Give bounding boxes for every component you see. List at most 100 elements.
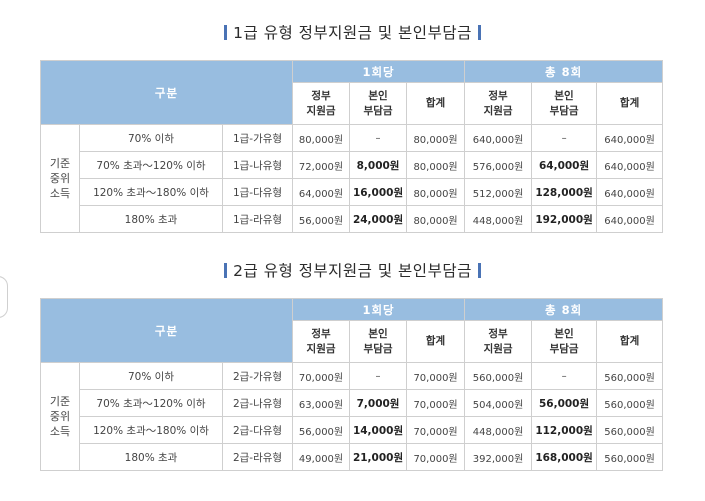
grade-type: 1급-라유형 [221, 205, 294, 233]
gov-amount: 56,000원 [292, 205, 351, 233]
self-amount: 21,000원 [349, 443, 408, 471]
header-sum: 합계 [406, 82, 466, 125]
gov-amount: 63,000원 [292, 389, 351, 417]
header-total-gov-support: 정부 지원금 [464, 82, 533, 125]
header-total-gov-support: 정부 지원금 [464, 320, 533, 363]
self-amount: 14,000원 [349, 416, 408, 444]
grade-type: 2급-라유형 [221, 443, 294, 471]
table-row: 70% 초과～120% 이하 2급-나유형 63,000원 7,000원 70,… [41, 389, 664, 417]
section-title-text: 2급 유형 정부지원금 및 본인부담금 [233, 262, 472, 280]
gov-amount: 72,000원 [292, 151, 351, 179]
gov-amount: 80,000원 [292, 124, 351, 152]
grade-type: 2급-나유형 [221, 389, 294, 417]
fee-table-grade2: 구분 1회당 총 8회 정부 지원금 본인 부담금 합계 정부 지원금 본인 부담금 합… [39, 298, 664, 471]
header-self-pay: 본인 부담금 [349, 82, 408, 125]
table-row: 180% 초과 1급-라유형 56,000원 24,000원 80,000원 4… [41, 205, 664, 233]
income-condition: 70% 이하 [79, 124, 223, 152]
income-condition: 120% 초과～180% 이하 [79, 178, 223, 206]
total-gov-amount: 640,000원 [464, 124, 533, 152]
income-condition: 180% 초과 [79, 443, 223, 471]
sum-amount: 80,000원 [406, 124, 466, 152]
fee-table-grade1: 구분 1회당 총 8회 정부 지원금 본인 부담금 합계 정부 지원금 본인 부담금 합… [39, 60, 664, 233]
header-per-session: 1회당 [292, 298, 466, 321]
sum-amount: 70,000원 [406, 416, 466, 444]
title-bar-left [224, 263, 228, 278]
self-amount: 16,000원 [349, 178, 408, 206]
total-gov-amount: 576,000원 [464, 151, 533, 179]
sum-amount: 80,000원 [406, 151, 466, 179]
header-per-session: 1회당 [292, 60, 466, 83]
total-self-amount: 192,000원 [531, 205, 598, 233]
self-amount: 24,000원 [349, 205, 408, 233]
table-row: 기준 중위 소득 70% 이하 2급-가유형 70,000원 – 70,000원 5… [40, 362, 664, 471]
sum-amount: 70,000원 [406, 389, 466, 417]
total-self-amount: 64,000원 [531, 151, 598, 179]
sum-amount: 70,000원 [406, 362, 466, 390]
table-row: 기준 중위 소득 70% 이하 1급-가유형 80,000원 – 80,000원 6… [40, 124, 664, 233]
table-row: 120% 초과～180% 이하 2급-다유형 56,000원 14,000원 7… [41, 416, 664, 444]
sum-amount: 70,000원 [406, 443, 466, 471]
grade-type: 2급-다유형 [221, 416, 294, 444]
sum-amount: 80,000원 [406, 205, 466, 233]
header-total-sum: 합계 [596, 82, 664, 125]
group-label: 기준 중위 소득 [40, 124, 80, 233]
sum-amount: 80,000원 [406, 178, 466, 206]
header-total-self-pay: 본인 부담금 [531, 82, 598, 125]
income-condition: 70% 이하 [79, 362, 223, 390]
total-gov-amount: 560,000원 [464, 362, 533, 390]
total-self-amount: – [531, 124, 598, 152]
title-bar-right [477, 263, 481, 278]
grade-type: 1급-가유형 [221, 124, 294, 152]
header-gov-support: 정부 지원금 [292, 320, 351, 363]
total-gov-amount: 448,000원 [464, 205, 533, 233]
group-label: 기준 중위 소득 [40, 362, 80, 471]
header-sum: 합계 [406, 320, 466, 363]
total-gov-amount: 448,000원 [464, 416, 533, 444]
total-sum-amount: 640,000원 [596, 124, 664, 152]
total-self-amount: – [531, 362, 598, 390]
total-sum-amount: 560,000원 [596, 416, 664, 444]
header-self-pay: 본인 부담금 [349, 320, 408, 363]
total-self-amount: 56,000원 [531, 389, 598, 417]
self-amount: – [349, 124, 408, 152]
gov-amount: 56,000원 [292, 416, 351, 444]
header-total-sum: 합계 [596, 320, 664, 363]
header-total: 총 8회 [464, 60, 664, 83]
income-condition: 70% 초과～120% 이하 [79, 389, 223, 417]
grade-type: 1급-다유형 [221, 178, 294, 206]
total-gov-amount: 512,000원 [464, 178, 533, 206]
gov-amount: 49,000원 [292, 443, 351, 471]
total-sum-amount: 560,000원 [596, 443, 664, 471]
section-title-grade2: 2급 유형 정부지원금 및 본인부담금 [0, 259, 705, 281]
total-sum-amount: 640,000원 [596, 151, 664, 179]
gov-amount: 70,000원 [292, 362, 351, 390]
header-total-self-pay: 본인 부담금 [531, 320, 598, 363]
self-amount: 7,000원 [349, 389, 408, 417]
total-self-amount: 128,000원 [531, 178, 598, 206]
header-gov-support: 정부 지원금 [292, 82, 351, 125]
self-amount: 8,000원 [349, 151, 408, 179]
total-self-amount: 112,000원 [531, 416, 598, 444]
section-title-text: 1급 유형 정부지원금 및 본인부담금 [233, 24, 472, 42]
total-gov-amount: 392,000원 [464, 443, 533, 471]
total-sum-amount: 560,000원 [596, 362, 664, 390]
section-title-grade1: 1급 유형 정부지원금 및 본인부담금 [0, 21, 705, 43]
income-condition: 120% 초과～180% 이하 [79, 416, 223, 444]
table-row: 70% 초과～120% 이하 1급-나유형 72,000원 8,000원 80,… [41, 151, 664, 179]
total-self-amount: 168,000원 [531, 443, 598, 471]
grade-type: 2급-가유형 [221, 362, 294, 390]
total-sum-amount: 560,000원 [596, 389, 664, 417]
total-sum-amount: 640,000원 [596, 205, 664, 233]
header-category: 구분 [39, 298, 294, 363]
total-sum-amount: 640,000원 [596, 178, 664, 206]
scroll-edge-handle [0, 276, 8, 318]
header-total: 총 8회 [464, 298, 664, 321]
self-amount: – [349, 362, 408, 390]
header-category: 구분 [39, 60, 294, 125]
title-bar-left [224, 25, 228, 40]
income-condition: 70% 초과～120% 이하 [79, 151, 223, 179]
title-bar-right [477, 25, 481, 40]
table-row: 120% 초과～180% 이하 1급-다유형 64,000원 16,000원 8… [41, 178, 664, 206]
total-gov-amount: 504,000원 [464, 389, 533, 417]
grade-type: 1급-나유형 [221, 151, 294, 179]
